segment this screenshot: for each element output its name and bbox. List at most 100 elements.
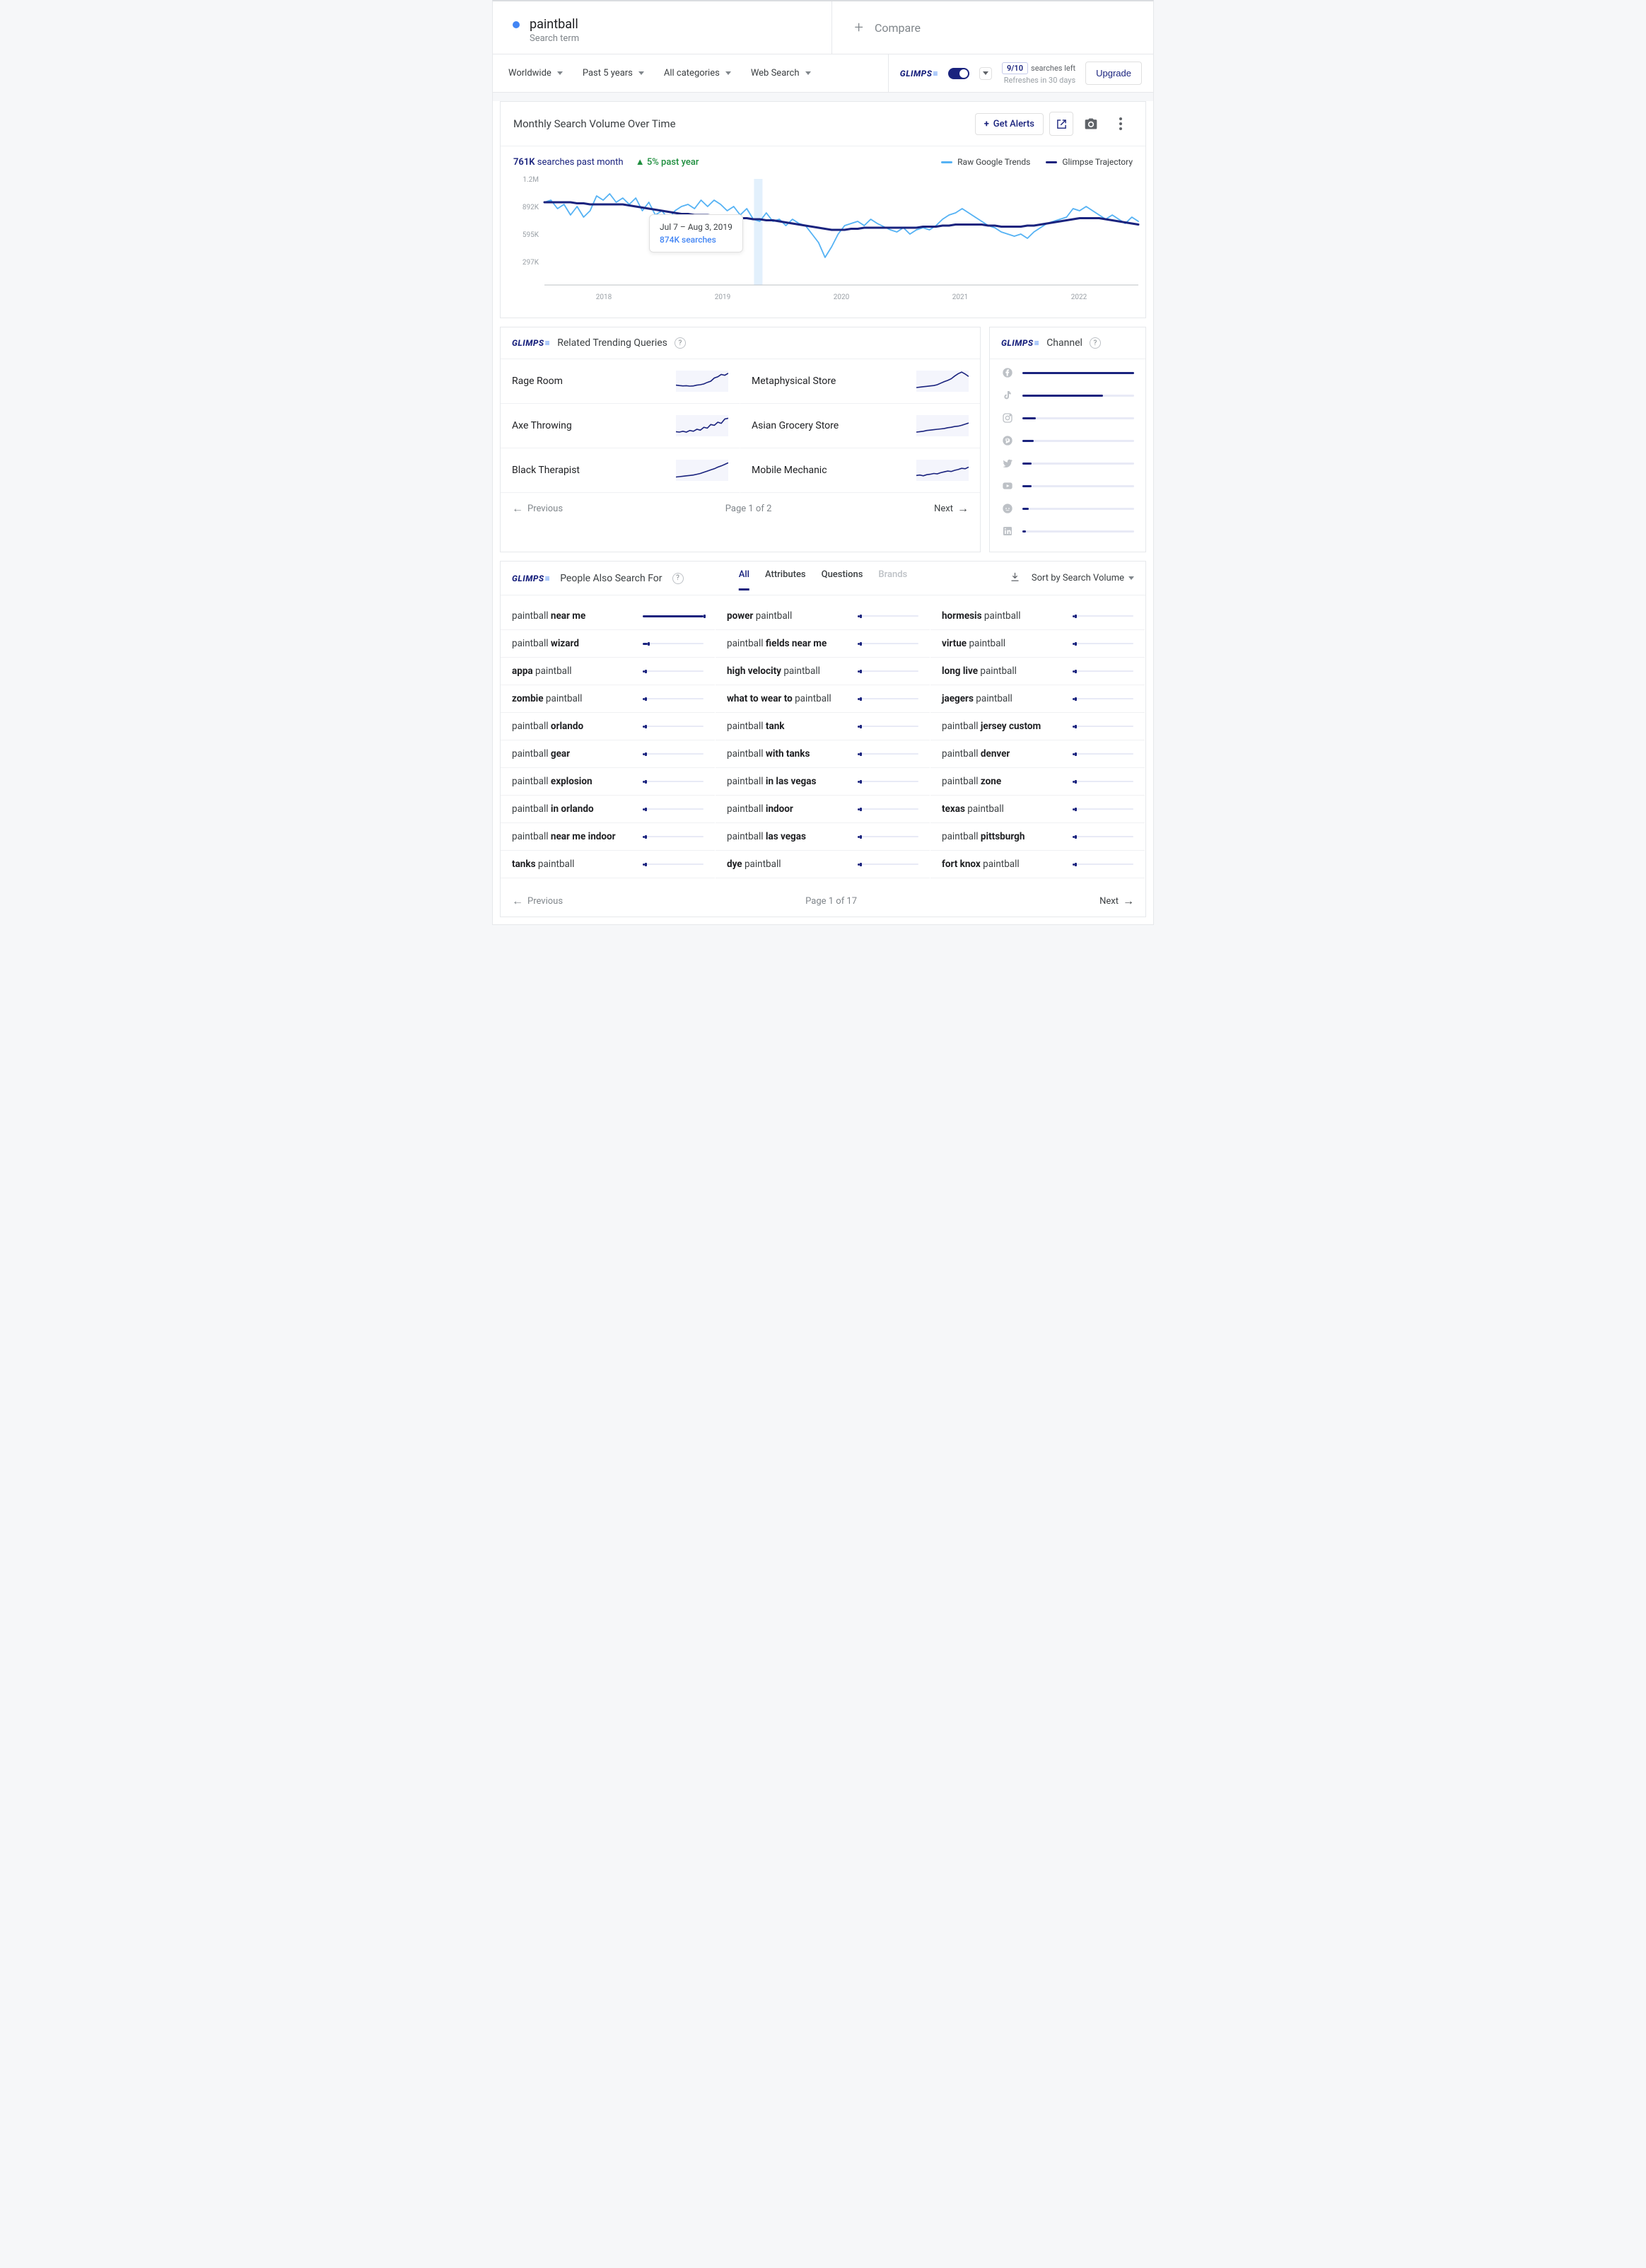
glimpse-logo: GLIMPS [512, 338, 550, 348]
trending-item[interactable]: Black Therapist [501, 448, 740, 493]
get-alerts-button[interactable]: + Get Alerts [975, 113, 1044, 135]
sparkline [676, 371, 728, 392]
pasf-item[interactable]: paintball indoor [716, 796, 930, 823]
bell-plus-icon: + [984, 119, 989, 129]
filter-geo[interactable]: Worldwide [508, 68, 563, 78]
tiktok-icon [1001, 389, 1014, 402]
pasf-next[interactable]: Next→ [1099, 895, 1134, 907]
pasf-item[interactable]: texas paintball [930, 796, 1145, 823]
pasf-item[interactable]: paintball las vegas [716, 823, 930, 851]
pasf-item[interactable]: paintball tank [716, 713, 930, 740]
pasf-item[interactable]: power paintball [716, 603, 930, 630]
trending-item[interactable]: Mobile Mechanic [740, 448, 980, 493]
trending-label: Mobile Mechanic [752, 465, 827, 476]
pasf-tab-attributes[interactable]: Attributes [765, 566, 806, 591]
pasf-text: paintball indoor [727, 803, 793, 815]
sparkline [676, 460, 728, 481]
svg-text:2019: 2019 [715, 293, 730, 301]
pinterest-icon [1001, 434, 1014, 447]
pasf-bar [858, 863, 918, 865]
open-external-button[interactable] [1049, 112, 1073, 136]
pasf-text: paintball las vegas [727, 831, 806, 842]
pasf-item[interactable]: jaegers paintball [930, 685, 1145, 713]
pasf-bar [643, 781, 704, 782]
pasf-item[interactable]: paintball wizard [501, 630, 715, 658]
pasf-item[interactable]: paintball orlando [501, 713, 715, 740]
filter-category[interactable]: All categories [664, 68, 731, 78]
help-icon[interactable]: ? [1090, 337, 1101, 349]
help-icon[interactable]: ? [672, 573, 684, 584]
trending-item[interactable]: Axe Throwing [501, 404, 740, 448]
channel-row-linkedin [1001, 525, 1134, 537]
pasf-bar [858, 643, 918, 644]
pasf-item[interactable]: paintball gear [501, 740, 715, 768]
pasf-item[interactable]: tanks paintball [501, 851, 715, 878]
pasf-tab-all[interactable]: All [739, 566, 749, 591]
pasf-item[interactable]: high velocity paintball [716, 658, 930, 685]
sort-dropdown[interactable]: Sort by Search Volume [1032, 573, 1134, 583]
pasf-item[interactable]: paintball near me [501, 603, 715, 630]
filter-time[interactable]: Past 5 years [583, 68, 644, 78]
chart-tooltip: Jul 7 – Aug 3, 2019 874K searches [649, 214, 743, 252]
pasf-item[interactable]: what to wear to paintball [716, 685, 930, 713]
trending-page: Page 1 of 2 [725, 504, 772, 514]
pasf-item[interactable]: paintball fields near me [716, 630, 930, 658]
color-picker[interactable] [979, 67, 992, 80]
search-term-cell[interactable]: paintball Search term [493, 1, 832, 54]
filter-search-type[interactable]: Web Search [751, 68, 811, 78]
help-icon[interactable]: ? [675, 337, 686, 349]
pasf-item[interactable]: zombie paintball [501, 685, 715, 713]
pasf-item[interactable]: paintball in orlando [501, 796, 715, 823]
main-chart[interactable]: 1.2M892K595K297K20182019202020212022 [513, 175, 1143, 302]
trending-label: Asian Grocery Store [752, 420, 839, 431]
svg-text:2020: 2020 [834, 293, 850, 301]
more-menu[interactable] [1109, 112, 1133, 136]
pasf-item[interactable]: paintball denver [930, 740, 1145, 768]
trending-prev[interactable]: ←Previous [512, 503, 563, 514]
filter-bar: Worldwide Past 5 years All categories We… [493, 54, 1153, 93]
pasf-text: paintball denver [942, 748, 1010, 760]
pasf-bar [1073, 643, 1133, 644]
glimpse-toggle[interactable] [948, 68, 969, 79]
chart-summary: 761K searches past month ▲ 5% past year [513, 156, 699, 168]
pasf-item[interactable]: paintball jersey custom [930, 713, 1145, 740]
pasf-tab-brands: Brands [878, 566, 907, 591]
trending-item[interactable]: Asian Grocery Store [740, 404, 980, 448]
pasf-item[interactable]: dye paintball [716, 851, 930, 878]
glimpse-logo: GLIMPS [900, 69, 938, 78]
pasf-item[interactable]: virtue paintball [930, 630, 1145, 658]
channel-card: GLIMPS Channel ? [989, 327, 1146, 552]
pasf-item[interactable]: paintball explosion [501, 768, 715, 796]
pasf-prev[interactable]: ←Previous [512, 895, 563, 907]
trending-item[interactable]: Rage Room [501, 359, 740, 404]
compare-cell[interactable]: + Compare [832, 1, 1154, 54]
pasf-bar [1073, 863, 1133, 865]
pasf-item[interactable]: long live paintball [930, 658, 1145, 685]
svg-text:892K: 892K [523, 204, 539, 211]
channel-bar [1022, 372, 1134, 374]
chart-card: Monthly Search Volume Over Time + Get Al… [500, 101, 1146, 318]
pasf-item[interactable]: paintball with tanks [716, 740, 930, 768]
channel-row-twitter [1001, 457, 1134, 470]
glimpse-logo: GLIMPS [512, 574, 550, 583]
pasf-item[interactable]: paintball near me indoor [501, 823, 715, 851]
trending-next[interactable]: Next→ [934, 503, 969, 514]
pasf-item[interactable]: hormesis paintball [930, 603, 1145, 630]
pasf-item[interactable]: paintball pittsburgh [930, 823, 1145, 851]
pasf-item[interactable]: paintball in las vegas [716, 768, 930, 796]
pasf-text: high velocity paintball [727, 665, 820, 677]
channel-bar [1022, 417, 1134, 419]
pasf-tab-questions[interactable]: Questions [822, 566, 863, 591]
camera-icon[interactable] [1079, 112, 1103, 136]
pasf-item[interactable]: appa paintball [501, 658, 715, 685]
upgrade-button[interactable]: Upgrade [1085, 62, 1142, 85]
trending-card: GLIMPS Related Trending Queries ? Rage R… [500, 327, 981, 552]
download-icon[interactable] [1010, 571, 1020, 585]
trending-item[interactable]: Metaphysical Store [740, 359, 980, 404]
pasf-text: texas paintball [942, 803, 1004, 815]
pasf-item[interactable]: fort knox paintball [930, 851, 1145, 878]
pasf-item[interactable]: paintball zone [930, 768, 1145, 796]
pasf-text: power paintball [727, 610, 792, 622]
svg-text:2022: 2022 [1071, 293, 1087, 301]
instagram-icon [1001, 412, 1014, 424]
